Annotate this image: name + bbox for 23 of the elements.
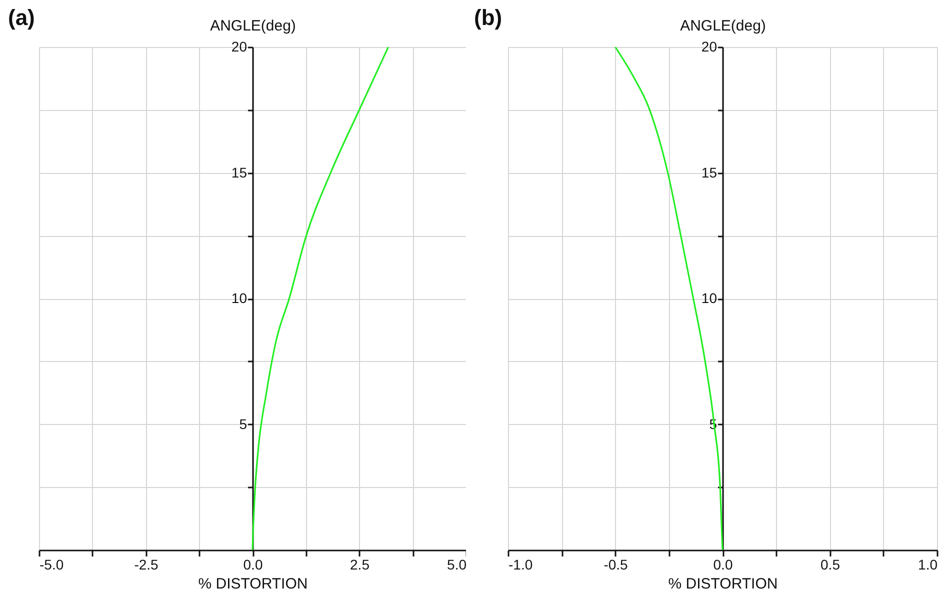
y-tick-label: 20	[231, 38, 248, 54]
y-tick-label: 10	[701, 290, 718, 306]
y-axis-title: ANGLE(deg)	[210, 18, 296, 34]
x-tick-label: 0.0	[243, 556, 263, 572]
x-tick-label: -5.0	[40, 556, 64, 572]
y-tick-label: 5	[239, 416, 248, 432]
x-tick-label: 5.0	[447, 556, 467, 572]
y-tick-label: 20	[701, 38, 718, 54]
x-axis-title: % DISTORTION	[668, 576, 778, 592]
y-tick-label: 15	[701, 164, 718, 180]
y-axis-title: ANGLE(deg)	[680, 18, 766, 34]
x-tick-label: -2.5	[134, 556, 159, 572]
x-tick-label: -0.5	[604, 556, 628, 572]
x-tick-label: 2.5	[350, 556, 370, 572]
chart-title: (a)	[8, 5, 35, 30]
x-tick-label: 0.5	[820, 556, 840, 572]
x-tick-label: 1.0	[918, 556, 938, 572]
y-tick-label: 15	[231, 164, 248, 180]
chart-title: (b)	[474, 5, 502, 30]
x-tick-label: 0.0	[713, 556, 733, 572]
x-axis-title: % DISTORTION	[198, 576, 308, 592]
y-tick-label: 10	[231, 290, 248, 306]
x-tick-label: -1.0	[508, 556, 533, 572]
